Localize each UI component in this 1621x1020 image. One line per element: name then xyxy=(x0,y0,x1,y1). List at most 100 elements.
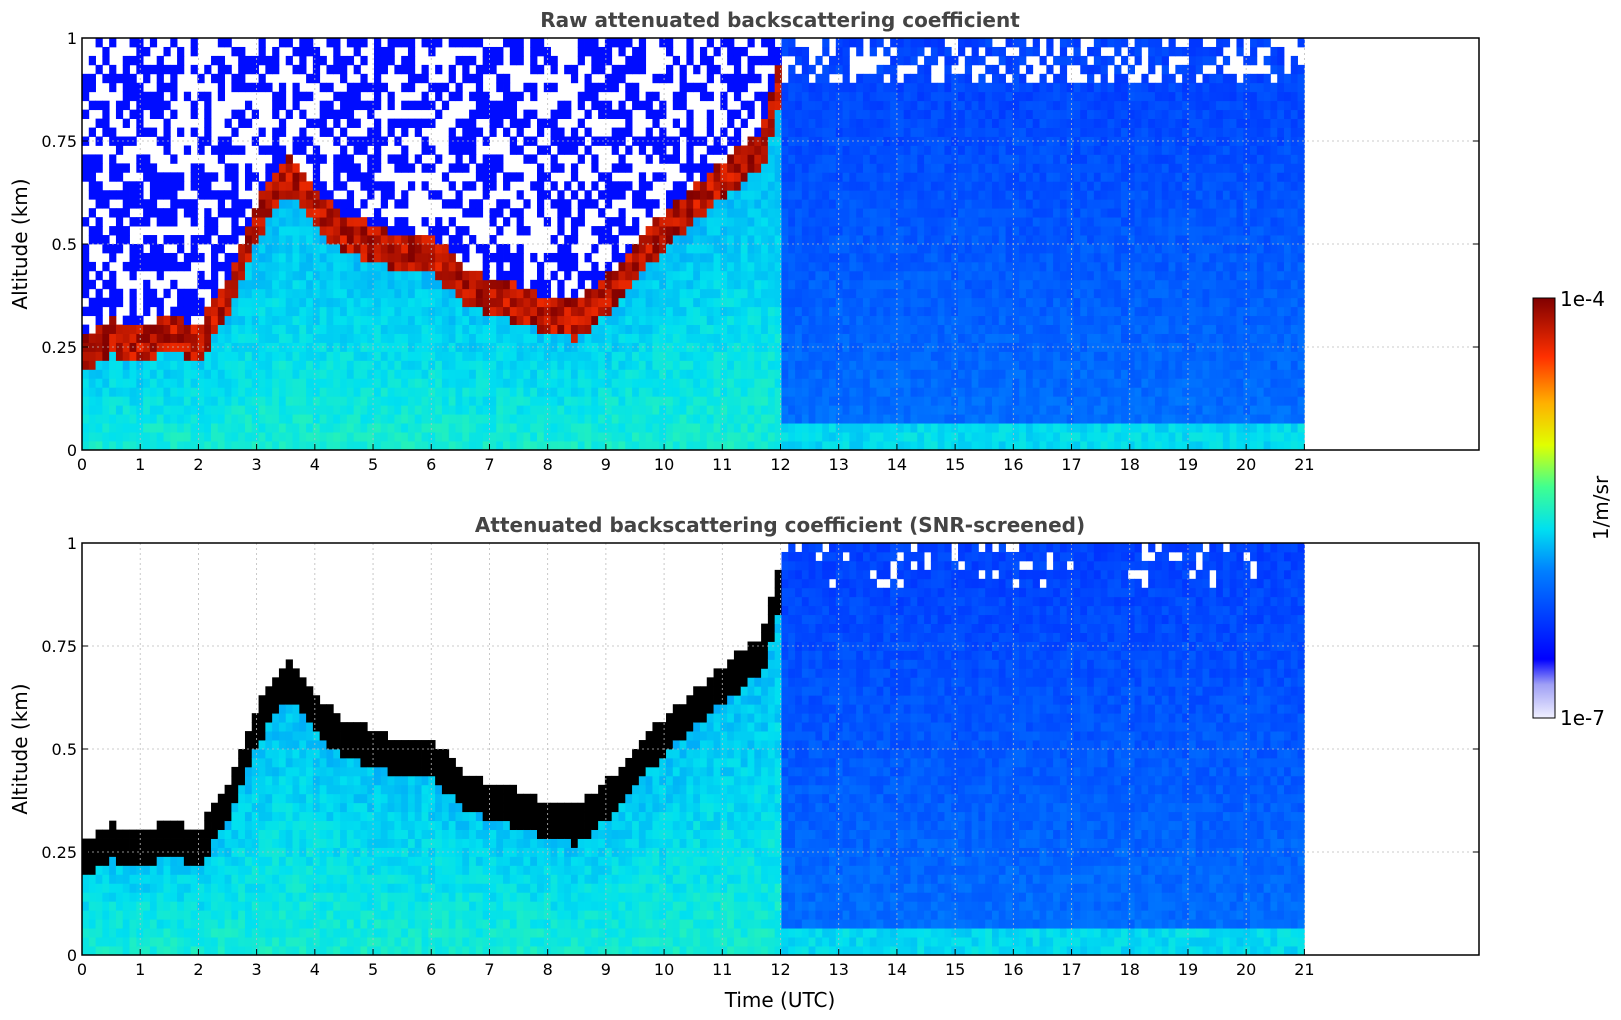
heatmap-cell xyxy=(985,360,993,370)
heatmap-cell xyxy=(122,342,130,352)
heatmap-cell xyxy=(340,252,348,263)
heatmap-cell xyxy=(801,414,810,424)
heatmap-cell xyxy=(910,261,918,272)
heatmap-cell xyxy=(706,64,714,75)
heatmap-cell xyxy=(570,64,579,75)
heatmap-cell xyxy=(557,109,565,120)
heatmap-cell xyxy=(346,199,355,209)
heatmap-cell xyxy=(340,244,348,254)
heatmap-cell xyxy=(795,414,803,424)
heatmap-cell xyxy=(258,432,266,442)
heatmap-cell xyxy=(326,405,334,415)
heatmap-cell xyxy=(842,64,850,75)
heatmap-cell xyxy=(204,432,212,442)
heatmap-cell xyxy=(666,270,674,281)
heatmap-cell xyxy=(706,127,714,137)
heatmap-cell xyxy=(299,288,307,299)
heatmap-cell xyxy=(611,342,619,352)
heatmap-cell xyxy=(312,73,321,84)
heatmap-cell xyxy=(856,100,864,111)
heatmap-cell xyxy=(550,378,558,388)
heatmap-cell xyxy=(795,145,803,155)
heatmap-cell xyxy=(849,244,857,254)
heatmap-cell xyxy=(516,333,524,343)
heatmap-cell xyxy=(231,432,239,442)
heatmap-cell xyxy=(570,288,579,299)
heatmap-cell xyxy=(774,226,782,236)
heatmap-cell xyxy=(971,38,979,48)
heatmap-cell xyxy=(801,387,810,397)
heatmap-cell xyxy=(156,423,164,433)
heatmap-cell xyxy=(530,396,538,406)
heatmap-cell xyxy=(156,306,164,317)
heatmap-cell xyxy=(564,181,572,191)
heatmap-cell xyxy=(231,333,239,343)
heatmap-cell xyxy=(401,441,409,450)
heatmap-cell xyxy=(143,432,151,442)
heatmap-cell xyxy=(333,217,341,227)
heatmap-cell xyxy=(699,172,708,182)
heatmap-cell xyxy=(591,297,599,308)
heatmap-cell xyxy=(659,235,667,245)
heatmap-cell xyxy=(774,405,782,415)
heatmap-cell xyxy=(577,396,585,406)
heatmap-cell xyxy=(584,441,592,450)
heatmap-cell xyxy=(903,38,911,48)
heatmap-cell xyxy=(482,252,490,263)
heatmap-cell xyxy=(944,109,952,120)
heatmap-cell xyxy=(455,226,463,236)
heatmap-cell xyxy=(761,279,769,290)
heatmap-cell xyxy=(693,217,701,227)
heatmap-cell xyxy=(795,118,803,128)
heatmap-cell xyxy=(306,235,314,245)
heatmap-cell xyxy=(693,226,701,236)
heatmap-cell xyxy=(964,163,973,173)
heatmap-cell xyxy=(958,118,966,128)
heatmap-cell xyxy=(761,91,769,102)
heatmap-cell xyxy=(991,378,1000,388)
heatmap-cell xyxy=(360,181,368,191)
heatmap-cell xyxy=(883,315,891,326)
heatmap-cell xyxy=(788,73,796,84)
heatmap-cell xyxy=(849,324,857,334)
heatmap-cell xyxy=(652,405,660,415)
heatmap-cell xyxy=(475,342,484,352)
heatmap-cell xyxy=(985,91,993,102)
heatmap-cell xyxy=(394,360,402,370)
heatmap-cell xyxy=(88,297,96,308)
heatmap-cell xyxy=(217,432,226,442)
heatmap-cell xyxy=(475,315,484,326)
heatmap-cell xyxy=(903,55,911,66)
heatmap-cell xyxy=(781,208,789,218)
heatmap-cell xyxy=(149,387,158,397)
heatmap-cell xyxy=(428,441,436,450)
heatmap-cell xyxy=(632,100,640,111)
heatmap-cell xyxy=(272,55,280,66)
heatmap-cell xyxy=(367,432,375,442)
heatmap-cell xyxy=(991,288,1000,299)
heatmap-cell xyxy=(367,279,375,290)
heatmap-cell xyxy=(801,423,810,433)
heatmap-cell xyxy=(910,351,918,361)
heatmap-cell xyxy=(265,387,273,397)
heatmap-cell xyxy=(781,441,789,450)
heatmap-cell xyxy=(971,181,979,191)
heatmap-cell xyxy=(462,163,470,173)
heatmap-cell xyxy=(319,127,327,137)
heatmap-cell xyxy=(340,369,348,379)
heatmap-cell xyxy=(713,226,721,236)
heatmap-cell xyxy=(842,261,850,272)
heatmap-cell xyxy=(903,405,911,415)
heatmap-cell xyxy=(387,55,395,66)
heatmap-cell xyxy=(346,172,355,182)
heatmap-cell xyxy=(299,172,307,182)
heatmap-cell xyxy=(611,333,619,343)
heatmap-cell xyxy=(251,315,259,326)
heatmap-cell xyxy=(224,315,232,326)
heatmap-cell xyxy=(326,261,334,272)
heatmap-cell xyxy=(591,333,599,343)
heatmap-cell xyxy=(958,405,966,415)
heatmap-cell xyxy=(727,73,735,84)
heatmap-cell xyxy=(211,73,219,84)
heatmap-cell xyxy=(618,288,626,299)
